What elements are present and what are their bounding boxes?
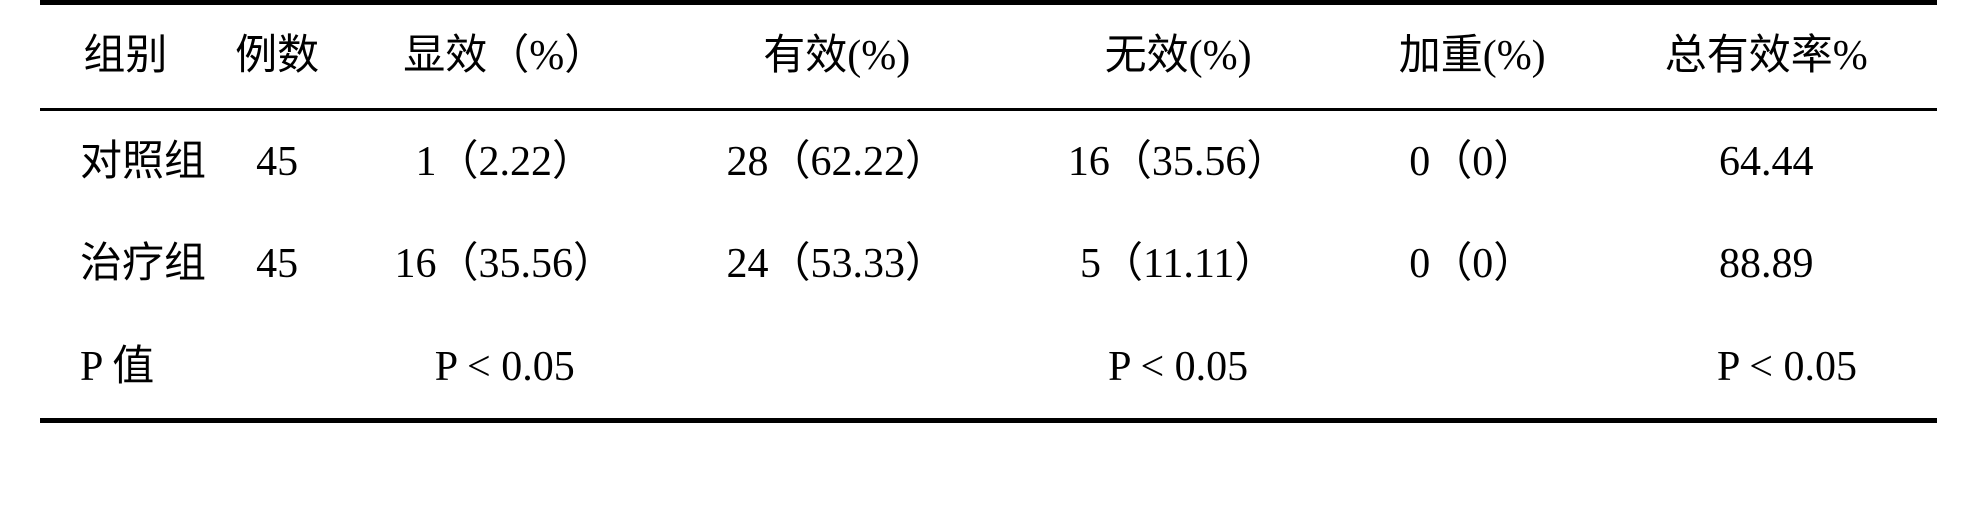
p-value-2: P < 0.05 bbox=[1007, 316, 1348, 421]
p-value-row: P 值 P < 0.05 P < 0.05 P < 0.05 bbox=[40, 316, 1937, 421]
cell-effective: 24（53.33） bbox=[666, 213, 1007, 316]
cell-total: 88.89 bbox=[1596, 213, 1938, 316]
col-header-effective: 有效(%) bbox=[666, 3, 1007, 110]
p-value-3: P < 0.05 bbox=[1596, 316, 1938, 421]
table-row: 治疗组 45 16（35.56） 24（53.33） 5（11.11） 0（0）… bbox=[40, 213, 1937, 316]
efficacy-table-container: 组别 例数 显效（%） 有效(%) 无效(%) 加重(%) 总有效率% 对照组 … bbox=[0, 0, 1977, 423]
table-row: 对照组 45 1（2.22） 28（62.22） 16（35.56） 0（0） … bbox=[40, 109, 1937, 213]
cell-none: 16（35.56） bbox=[1007, 109, 1348, 213]
cell-n: 45 bbox=[211, 109, 344, 213]
cell-group: 对照组 bbox=[40, 109, 211, 213]
p-label: P 值 bbox=[40, 316, 211, 421]
cell-total: 64.44 bbox=[1596, 109, 1938, 213]
col-header-none: 无效(%) bbox=[1007, 3, 1348, 110]
col-header-marked: 显效（%） bbox=[344, 3, 666, 110]
p-empty bbox=[211, 316, 344, 421]
col-header-total: 总有效率% bbox=[1596, 3, 1938, 110]
cell-none: 5（11.11） bbox=[1007, 213, 1348, 316]
cell-worse: 0（0） bbox=[1349, 109, 1596, 213]
cell-effective: 28（62.22） bbox=[666, 109, 1007, 213]
cell-marked: 1（2.22） bbox=[344, 109, 666, 213]
cell-n: 45 bbox=[211, 213, 344, 316]
cell-worse: 0（0） bbox=[1349, 213, 1596, 316]
p-value-1: P < 0.05 bbox=[344, 316, 666, 421]
cell-group: 治疗组 bbox=[40, 213, 211, 316]
table-header-row: 组别 例数 显效（%） 有效(%) 无效(%) 加重(%) 总有效率% bbox=[40, 3, 1937, 110]
cell-marked: 16（35.56） bbox=[344, 213, 666, 316]
p-empty bbox=[666, 316, 1007, 421]
p-empty bbox=[1349, 316, 1596, 421]
col-header-worse: 加重(%) bbox=[1349, 3, 1596, 110]
efficacy-table: 组别 例数 显效（%） 有效(%) 无效(%) 加重(%) 总有效率% 对照组 … bbox=[40, 0, 1937, 423]
col-header-group: 组别 bbox=[40, 3, 211, 110]
col-header-n: 例数 bbox=[211, 3, 344, 110]
